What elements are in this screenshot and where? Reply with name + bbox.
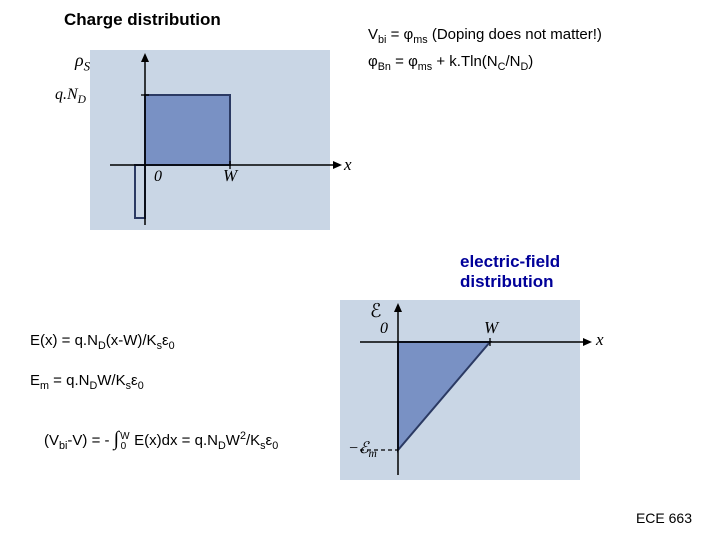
qnd-n: N [67, 86, 78, 103]
ex-mid: (x-W)/K [106, 332, 157, 349]
x-label-2: x [596, 330, 604, 350]
ms-2: ms [418, 61, 432, 73]
phibn-phi: φ [368, 53, 378, 70]
int-d: D [218, 440, 226, 452]
ex-equation: E(x) = q.ND(x-W)/Ksε0 [30, 332, 175, 352]
charge-title: Charge distribution [64, 10, 221, 30]
rho-s-sub: S [84, 59, 90, 74]
zero-label-2: 0 [380, 320, 388, 338]
ex-0: 0 [169, 340, 175, 352]
em-equation: Em = q.NDW/Ksε0 [30, 372, 144, 392]
rho-s-label: ρS [75, 50, 90, 75]
qnd-q: q. [55, 86, 67, 103]
em-e: E [30, 372, 40, 389]
phibn-sub: Bn [378, 61, 391, 73]
int-lower: 0 [121, 441, 127, 452]
em-eps: ε [131, 372, 138, 389]
em-0: 0 [138, 380, 144, 392]
vbi-eq: = [386, 26, 403, 43]
int-lhs: (V [44, 432, 59, 449]
zero-label-1: 0 [154, 168, 162, 186]
integral-equation: (Vbi-V) = - ∫W0E(x)dx = q.NDW2/Ksε0 [44, 428, 278, 452]
integral-symbol: ∫ [114, 428, 119, 450]
phibn-tail: + k.Tln(N [432, 53, 497, 70]
ex-d: D [98, 340, 106, 352]
int-mid2: E(x)dx = q.N [134, 432, 218, 449]
vbi-lhs: V [368, 26, 378, 43]
ms-1: ms [413, 34, 427, 46]
em-m: m [40, 380, 49, 392]
efield-chart [340, 300, 600, 490]
em-mid: W/K [97, 372, 125, 389]
int-mid3: /K [246, 432, 260, 449]
charge-chart [90, 50, 350, 240]
qnd-d: D [78, 94, 86, 106]
minus-em-label: −ℰm [348, 438, 377, 460]
ex-lhs: E(x) = q.N [30, 332, 98, 349]
minus-sign: − [348, 440, 359, 457]
efield-title: electric-field distribution [460, 252, 560, 292]
w-label-1: W [223, 166, 237, 186]
phibn-eq: = [391, 53, 408, 70]
w-label-2: W [484, 318, 498, 338]
em-eq: = q.N [49, 372, 89, 389]
x-label-1: x [344, 155, 352, 175]
em-m-sub: m [368, 448, 376, 460]
phi-1: φ [404, 26, 414, 43]
ex-eps: ε [162, 332, 169, 349]
qnd-label: q.ND [55, 86, 86, 106]
int-mid1: -V) = - [67, 432, 113, 449]
phibn-slash: /N [505, 53, 520, 70]
vbi-equation: Vbi = φms (Doping does not matter!) φBn … [368, 24, 602, 78]
phi-2: φ [408, 53, 418, 70]
int-0: 0 [272, 440, 278, 452]
footer-course: ECE 663 [636, 510, 692, 526]
rho-symbol: ρ [75, 50, 84, 70]
int-w: W [226, 432, 240, 449]
vbi-tail: (Doping does not matter!) [428, 26, 602, 43]
phibn-close: ) [528, 53, 533, 70]
